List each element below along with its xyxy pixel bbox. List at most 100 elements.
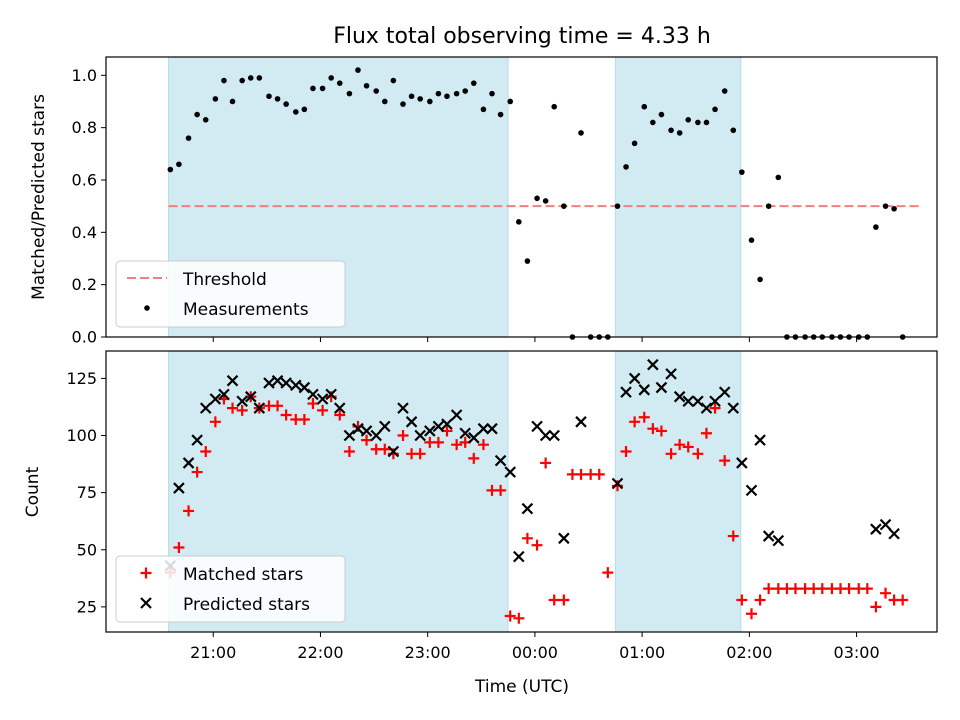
predicted-star-point [432,420,445,433]
measurement-point [641,103,648,110]
legend-label: Measurements [183,300,309,320]
predicted-star-point [539,429,552,442]
x-tick-label: 23:00 [405,643,451,662]
legend-measurement-swatch [144,305,150,311]
matched-star-point [620,446,632,458]
measurement-point [480,106,487,113]
measurement-point [489,90,495,97]
measurement-point [363,82,370,89]
predicted-star-point [718,386,731,398]
legend-label: Predicted stars [183,595,310,615]
axes-frame [105,56,938,338]
matched-star-point [558,594,570,606]
predicted-star-point [405,416,418,428]
measurement-point [721,88,728,94]
measurement-point [355,67,361,73]
predicted-star-point [263,377,275,389]
matched-star-point [816,583,828,595]
predicted-star-point [647,358,659,371]
matched-star-point [414,448,426,460]
measurement-point [507,98,514,105]
predicted-star-point [504,466,517,478]
matched-star-point [843,583,855,595]
matched-star-point [602,567,614,579]
measurement-point [730,127,737,134]
legend-predicted-swatch [140,597,152,609]
matched-star-point [504,610,516,622]
measurement-point [470,80,477,86]
predicted-star-point [209,393,222,405]
matched-star-point [692,448,704,460]
measurement-point [381,98,388,105]
observing-window [614,350,742,633]
measurement-point [453,90,460,97]
measurement-point [292,109,299,115]
measurement-point [176,161,182,168]
predicted-star-point [459,427,471,440]
y-tick-label: 0.2 [72,275,97,294]
predicted-star-point [325,388,337,401]
y-tick-label: 50 [77,540,97,559]
matched-star-point [397,430,409,442]
measurement-point [408,93,415,100]
measurement-point [202,117,209,123]
predicted-star-point [450,409,463,421]
measurement-point [676,130,683,136]
matched-star-point [880,587,892,599]
matched-star-point [593,468,605,480]
matched-star-point [173,541,185,553]
measurement-point [462,88,469,94]
x-tick-label: 21:00 [190,643,236,662]
matched-star-point [468,452,480,464]
matched-star-point [682,441,694,453]
measurement-point [712,106,718,113]
measurement-point [578,130,584,136]
matched-star-point [638,411,650,423]
matched-star-point [272,400,284,412]
ratio-y-axis-label: Matched/Predicted stars [29,94,49,300]
predicted-star-point [682,395,695,408]
chart-title: Flux total observing time = 4.33 h [333,24,711,49]
predicted-star-point [236,395,248,408]
matched-star-point [727,530,739,542]
predicted-star-point [414,429,426,442]
matched-star-point [548,594,560,606]
matched-star-point [540,457,552,469]
measurement-point [427,98,433,105]
predicted-star-point [316,393,329,405]
predicted-star-point [531,420,543,433]
measurement-point [167,166,174,173]
matched-star-point [451,439,463,451]
predicted-star-point [521,502,534,515]
predicted-star-point [620,386,632,398]
predicted-star-point [441,418,453,430]
predicted-star-point [736,457,748,469]
measurement-point [623,164,629,170]
predicted-star-point [280,377,292,389]
measurement-point [373,88,380,94]
measurement-point [695,119,701,126]
measurement-point [390,77,397,84]
matched-star-point [477,439,489,451]
predicted-star-point [191,434,203,446]
matched-star-point [307,398,319,410]
measurement-point [266,93,272,100]
matched-star-point [897,594,909,606]
matched-star-point [298,414,310,426]
predicted-star-point [879,518,892,531]
predicted-star-point [700,402,713,414]
measurement-point [534,195,540,202]
predicted-star-point [870,523,882,535]
measurement-point [336,80,343,86]
legend-label: Threshold [182,270,267,290]
matched-star-point [745,608,757,620]
predicted-star-point [343,429,356,442]
measurement-point [658,111,665,118]
measurement-point [891,205,897,212]
matched-star-point [227,402,239,414]
matched-star-point [647,423,659,435]
measurement-point [748,237,755,243]
matched-star-point [736,594,748,606]
x-tick-label: 00:00 [512,643,558,662]
